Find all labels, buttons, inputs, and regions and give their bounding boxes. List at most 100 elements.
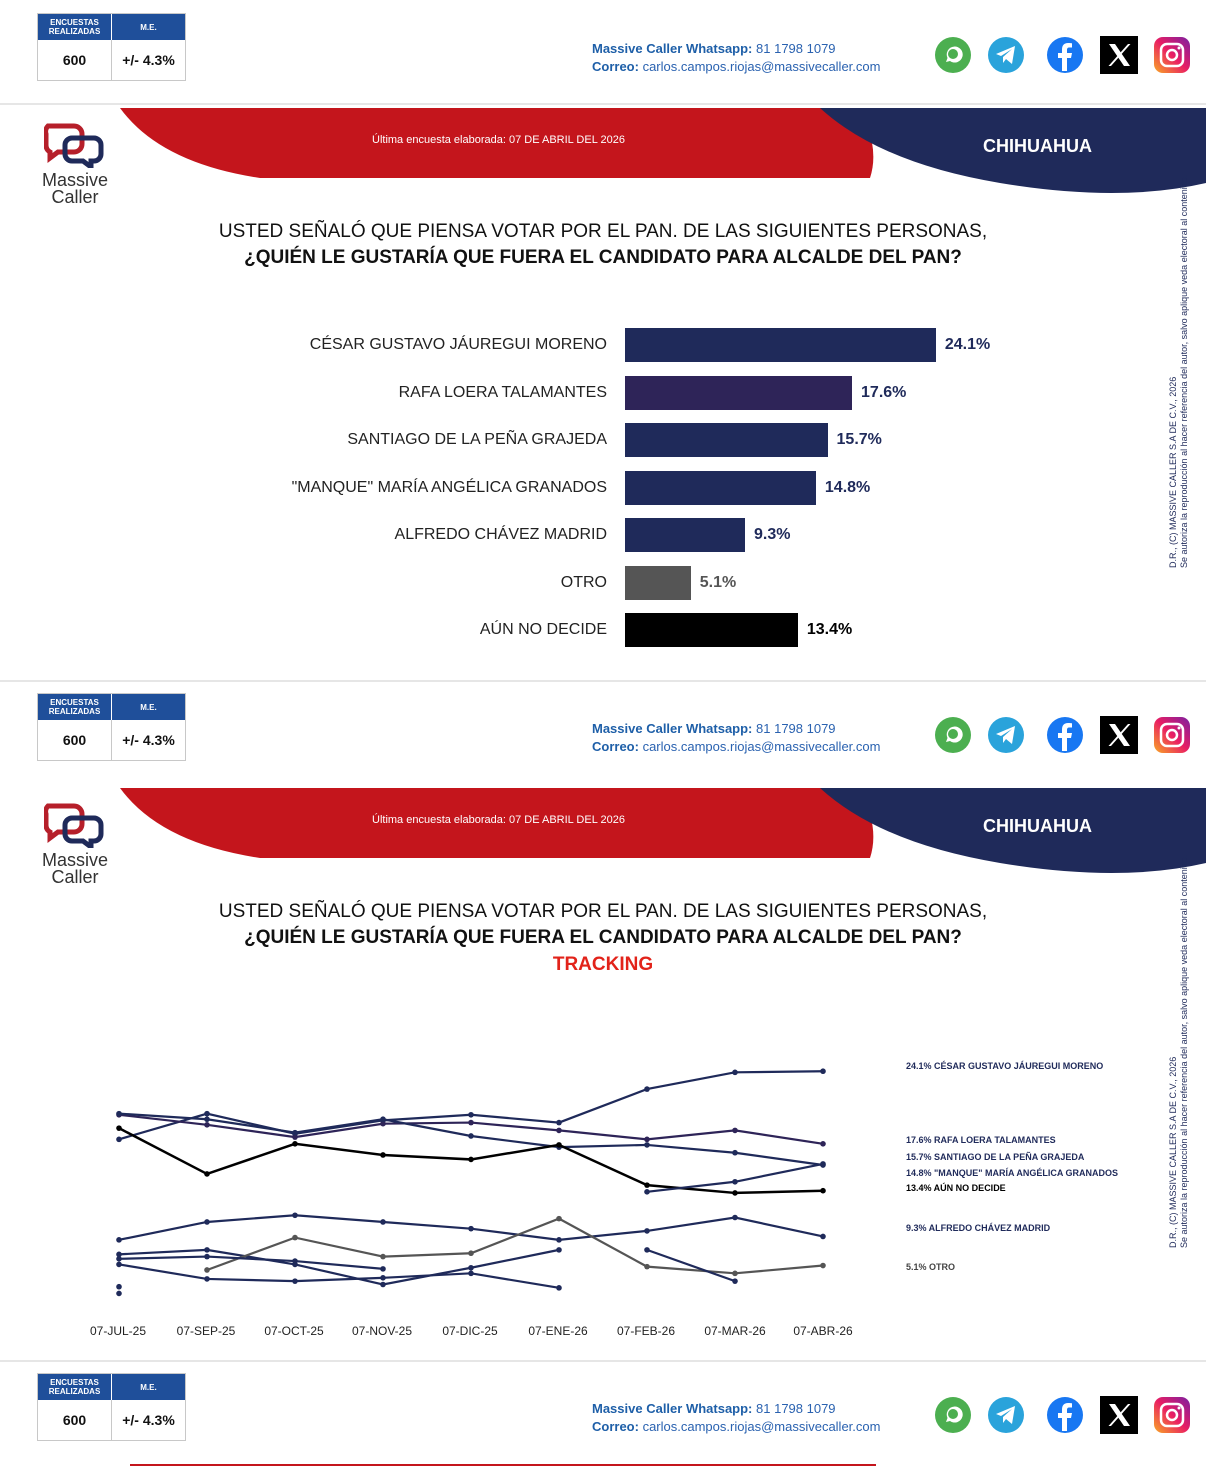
series-point [820, 1187, 826, 1194]
survey-stats-box: ENCUESTAS REALIZADAS M.E. 600 +/- 4.3% [37, 693, 186, 761]
series-line [118, 1070, 824, 1141]
whatsapp-number[interactable]: 81 1798 1079 [756, 721, 836, 736]
email-label: Correo: [592, 59, 639, 74]
surveys-header: ENCUESTAS REALIZADAS [38, 694, 112, 720]
bar-label: AÚN NO DECIDE [479, 621, 607, 638]
series-point [820, 1262, 826, 1269]
legend-item: 17.6% RAFA LOERA TALAMANTES [906, 1135, 1056, 1145]
logo-line-1: Massive [41, 850, 108, 870]
footer-bottom: ENCUESTAS REALIZADAS M.E. 600 +/- 4.3% Mas… [0, 1360, 1206, 1468]
facebook-icon[interactable] [1045, 35, 1085, 75]
series-point [116, 1251, 122, 1258]
series-line [118, 1248, 560, 1286]
contact-info: Massive Caller Whatsapp: 81 1798 1079 Co… [592, 1400, 880, 1436]
whatsapp-icon[interactable] [933, 1395, 973, 1435]
bar-value-label: 15.7% [836, 431, 882, 448]
whatsapp-icon[interactable] [933, 715, 973, 755]
whatsapp-label: Massive Caller Whatsapp: [592, 1401, 753, 1416]
series-point [644, 1247, 650, 1253]
series-point [204, 1267, 210, 1273]
facebook-icon[interactable] [1045, 1395, 1085, 1435]
series-point [644, 1142, 650, 1148]
email-address[interactable]: carlos.campos.riojas@massivecaller.com [642, 1419, 881, 1434]
question-line-2: ¿QUIÉN LE GUSTARÍA QUE FUERA EL CANDIDAT… [244, 247, 962, 268]
legend-item: 5.1% OTRO [906, 1262, 956, 1272]
region-title: CHIHUAHUA [983, 136, 1092, 156]
bar-label: SANTIAGO DE LA PEÑA GRAJEDA [347, 431, 607, 448]
whatsapp-number[interactable]: 81 1798 1079 [756, 41, 836, 56]
question-line-1: USTED SEÑALÓ QUE PIENSA VOTAR POR EL PAN… [218, 221, 988, 242]
series-point [556, 1237, 562, 1243]
series-point [380, 1219, 386, 1225]
instagram-icon[interactable] [1152, 715, 1192, 755]
series-point [732, 1178, 738, 1185]
x-tick-label: 07-FEB-26 [616, 1324, 676, 1338]
series-point [644, 1263, 650, 1270]
instagram-icon[interactable] [1152, 1395, 1192, 1435]
series-line [118, 1255, 384, 1270]
series-line [118, 1263, 560, 1289]
bar-value-label: 5.1% [699, 573, 737, 591]
series-point [380, 1266, 386, 1272]
series-point [644, 1086, 650, 1092]
x-tick-label: 07-DIC-25 [442, 1324, 498, 1338]
me-header: M.E. [140, 1382, 157, 1392]
series-point [116, 1237, 122, 1243]
legend-item: 15.7% SANTIAGO DE LA PEÑA GRAJEDA [906, 1152, 1085, 1162]
whatsapp-icon[interactable] [933, 35, 973, 75]
x-tick-label: 07-MAR-26 [704, 1324, 766, 1338]
facebook-icon[interactable] [1045, 715, 1085, 755]
telegram-icon[interactable] [986, 1395, 1026, 1435]
x-icon[interactable] [1099, 1395, 1139, 1435]
whatsapp-number[interactable]: 81 1798 1079 [756, 1401, 836, 1416]
margin-of-error: +/- 4.3% [122, 732, 175, 748]
footer-middle: ENCUESTAS REALIZADAS M.E. 600 +/- 4.3% Mas… [0, 680, 1206, 785]
bar [625, 518, 745, 552]
surveys-header: ENCUESTAS REALIZADAS [38, 1374, 112, 1400]
copyright-line-2: Se autoriza la reproducción al hacer ref… [1179, 854, 1189, 1248]
x-tick-label: 07-OCT-25 [264, 1324, 324, 1338]
series-point [204, 1110, 210, 1117]
series-point [292, 1278, 298, 1284]
series-point [644, 1136, 650, 1143]
bar-value-label: 14.8% [824, 478, 871, 496]
bar-label: ALFREDO CHÁVEZ MADRID [394, 526, 607, 543]
series-point [116, 1136, 122, 1143]
series-point [556, 1127, 562, 1134]
survey-stats-box: ENCUESTAS REALIZADAS M.E. 600 +/- 4.3% [37, 1373, 186, 1441]
x-icon[interactable] [1099, 715, 1139, 755]
series-point [116, 1261, 122, 1268]
bar-label: RAFA LOERA TALAMANTES [398, 383, 607, 401]
series-point [820, 1233, 826, 1240]
legend-item: 13.4% AÚN NO DECIDE [906, 1183, 1006, 1193]
series-point [292, 1134, 298, 1140]
whatsapp-label: Massive Caller Whatsapp: [592, 41, 753, 56]
whatsapp-label: Massive Caller Whatsapp: [592, 721, 753, 736]
email-label: Correo: [592, 739, 639, 754]
me-header: M.E. [140, 22, 157, 32]
copyright-line-2: Se autoriza la reproducción al hacer ref… [1179, 174, 1189, 568]
series-point [468, 1270, 474, 1277]
legend-item: 24.1% CÉSAR GUSTAVO JÁUREGUI MORENO [906, 1061, 1104, 1071]
logo-line-1: Massive [41, 170, 108, 190]
surveys-count: 600 [38, 720, 112, 760]
bar [625, 470, 816, 505]
series-point [292, 1234, 298, 1241]
series-point [116, 1110, 122, 1117]
tracking-title: TRACKING [552, 954, 654, 975]
email-address[interactable]: carlos.campos.riojas@massivecaller.com [642, 59, 881, 74]
series-point [380, 1120, 386, 1127]
series-point [732, 1214, 738, 1221]
x-icon[interactable] [1099, 35, 1139, 75]
series-point [380, 1281, 386, 1288]
telegram-icon[interactable] [986, 35, 1026, 75]
telegram-icon[interactable] [986, 715, 1026, 755]
instagram-icon[interactable] [1152, 35, 1192, 75]
series-point [116, 1283, 122, 1290]
series-point [380, 1253, 386, 1260]
email-address[interactable]: carlos.campos.riojas@massivecaller.com [642, 739, 881, 754]
x-tick-label: 07-NOV-25 [351, 1324, 413, 1338]
copyright-line-1: D.R., (C) MASSIVE CALLER S.A DE C.V., 20… [1168, 1056, 1178, 1248]
series-point [380, 1275, 386, 1281]
series-point [732, 1190, 738, 1196]
